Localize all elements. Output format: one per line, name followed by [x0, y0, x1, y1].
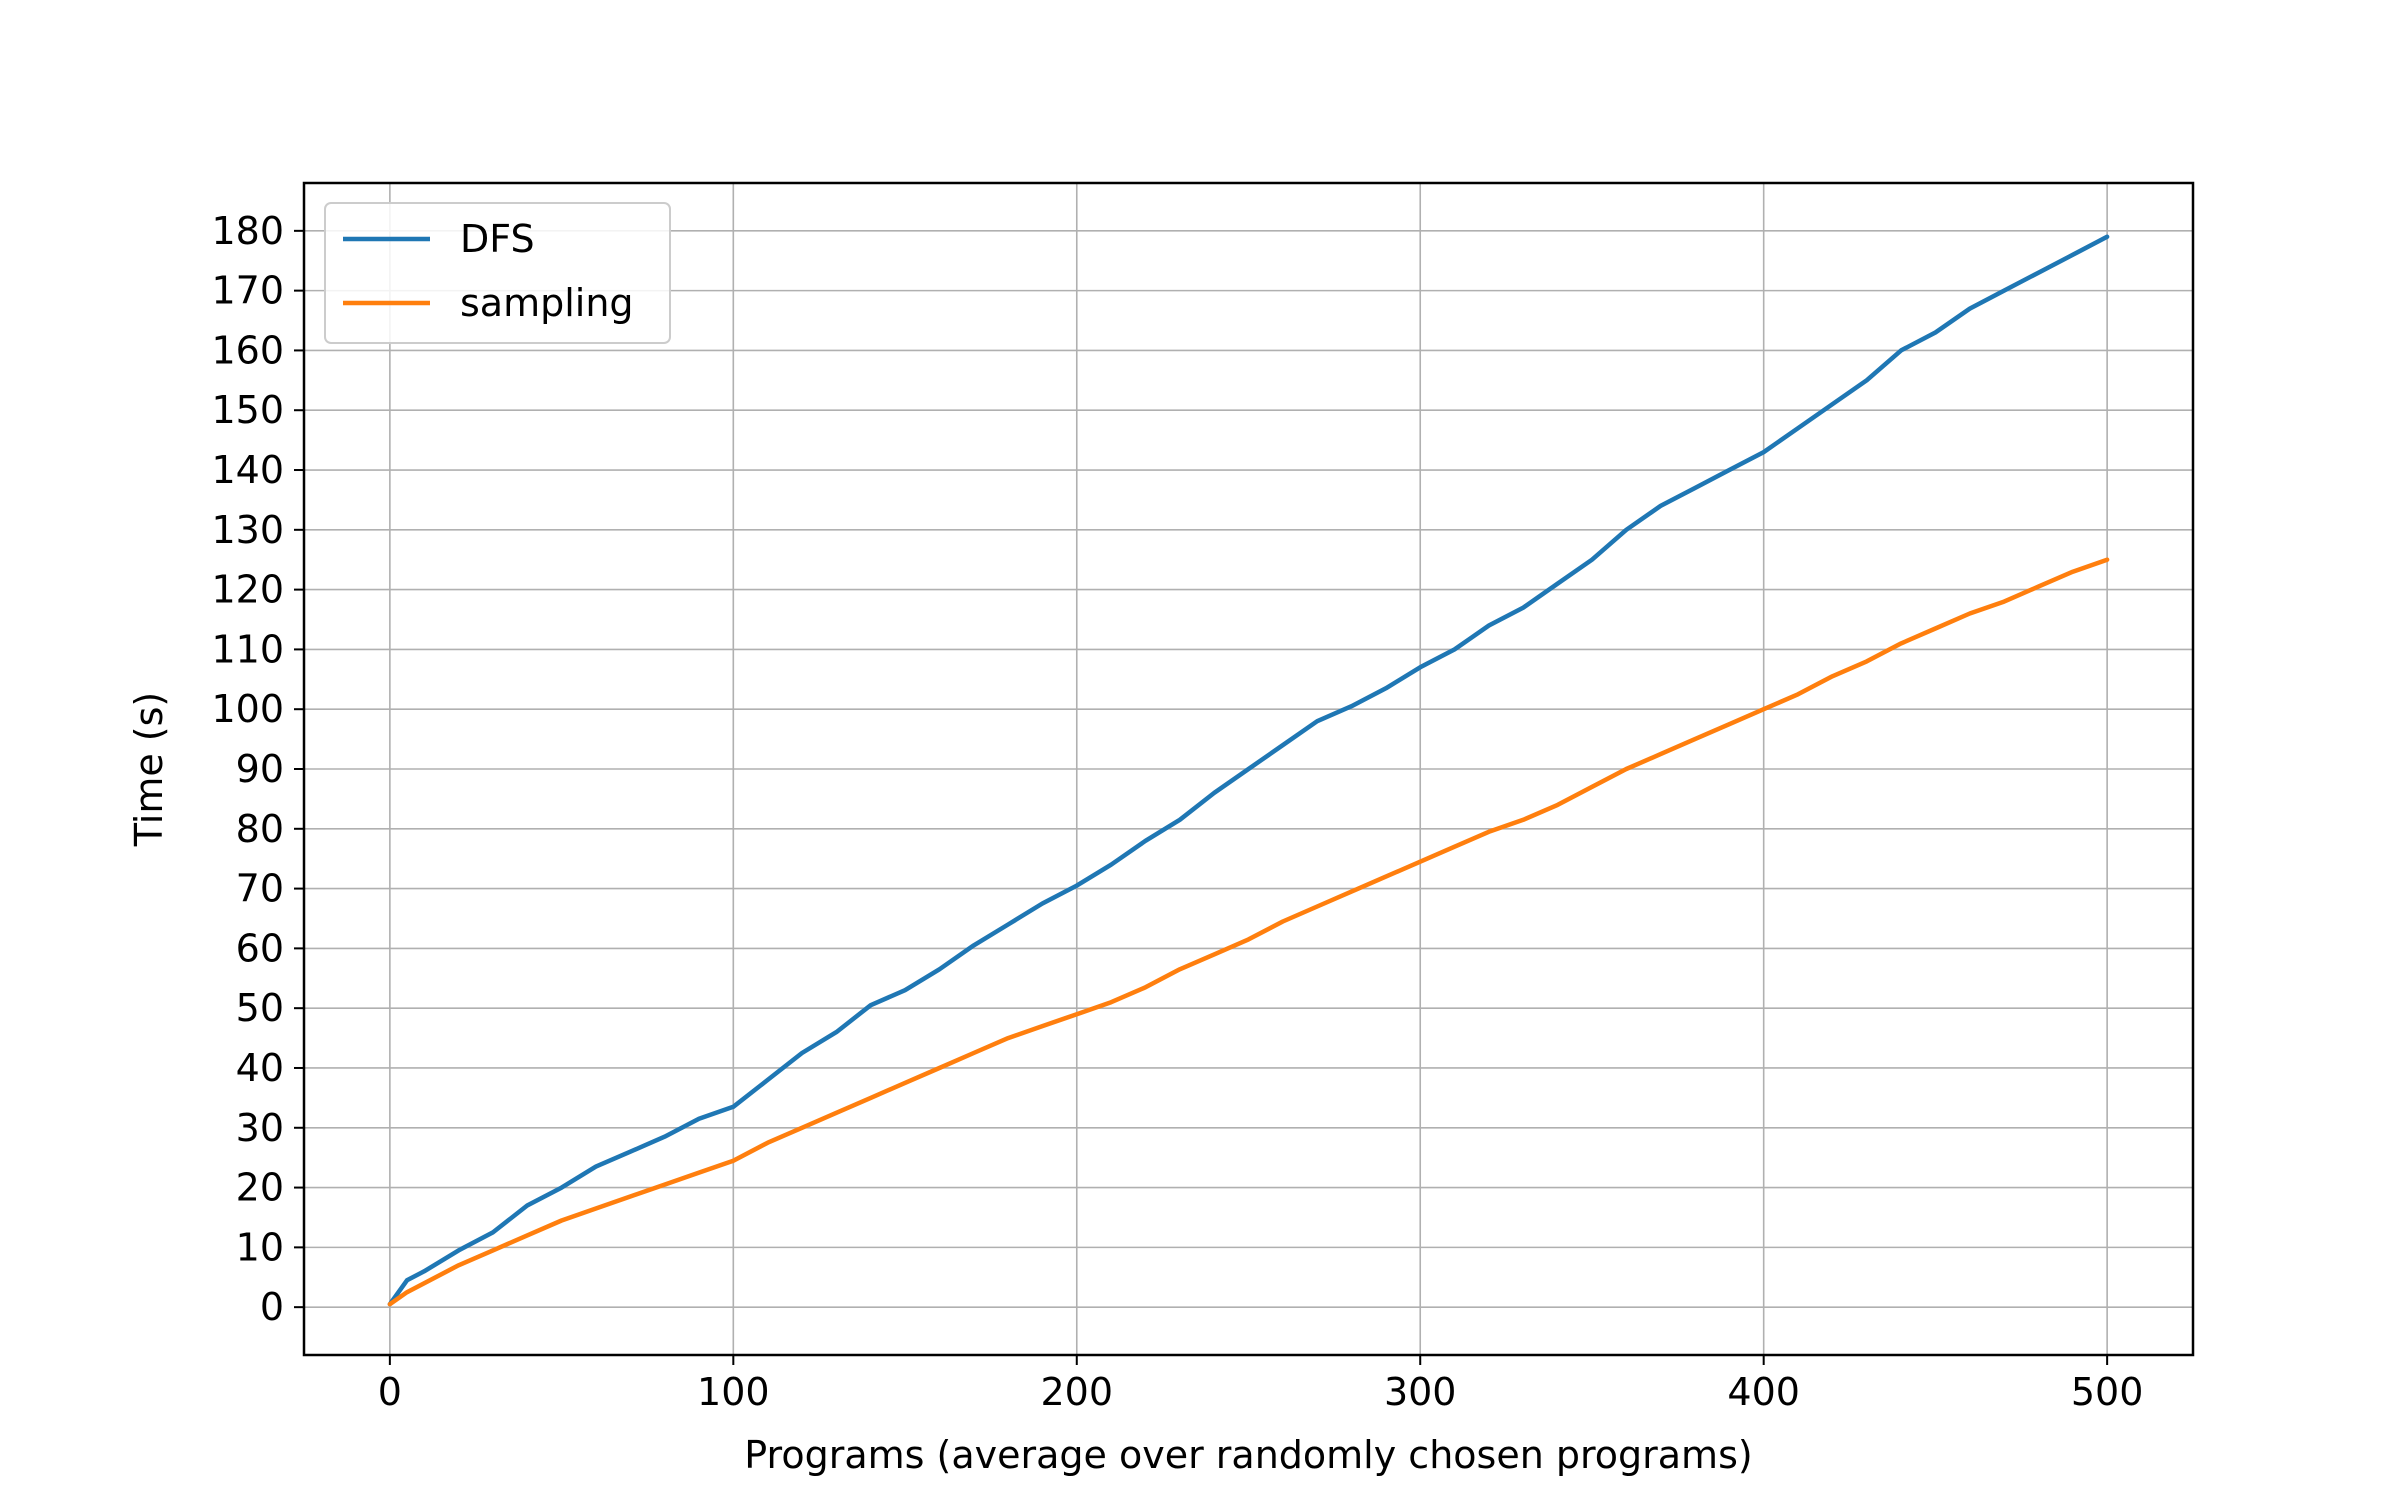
legend-label-dfs: DFS: [460, 217, 535, 261]
x-tick-label: 500: [2071, 1370, 2144, 1414]
y-tick-label: 70: [236, 867, 284, 911]
grid-lines: [304, 183, 2193, 1355]
x-tick-label: 300: [1384, 1370, 1457, 1414]
y-tick-label: 120: [211, 568, 284, 612]
series-line-sampling: [387, 557, 2110, 1307]
y-axis-label: Time (s): [127, 692, 171, 848]
y-tick-label: 130: [211, 508, 284, 552]
y-tick-label: 60: [236, 926, 284, 970]
x-tick-label: 0: [378, 1370, 402, 1414]
y-axis-ticks: 0 10 20 30 40 50 60 70 80 90 100 110 120 130 140 150 160…: [211, 209, 304, 1329]
x-tick-label: 400: [1727, 1370, 1800, 1414]
x-tick-label: 200: [1041, 1370, 1114, 1414]
x-axis-ticks: 0 100 200 300 400 500: [378, 1355, 2144, 1414]
y-tick-label: 180: [211, 209, 284, 253]
series-line-dfs: [387, 234, 2110, 1307]
x-tick-label: 100: [697, 1370, 770, 1414]
y-tick-label: 90: [236, 747, 284, 791]
legend: DFS sampling: [324, 202, 671, 344]
legend-label-sampling: sampling: [460, 281, 634, 325]
y-tick-label: 50: [236, 986, 284, 1030]
y-tick-label: 30: [236, 1106, 284, 1150]
y-tick-label: 80: [236, 807, 284, 851]
y-tick-label: 20: [236, 1166, 284, 1210]
y-tick-label: 100: [211, 687, 284, 731]
series-layer: [387, 234, 2110, 1307]
y-tick-label: 40: [236, 1046, 284, 1090]
y-tick-label: 0: [260, 1285, 284, 1329]
x-axis-label: Programs (average over randomly chosen p…: [744, 1433, 1752, 1477]
y-tick-label: 110: [211, 627, 284, 671]
y-tick-label: 170: [211, 269, 284, 313]
y-tick-label: 140: [211, 448, 284, 492]
y-tick-label: 150: [211, 388, 284, 432]
y-tick-label: 10: [236, 1225, 284, 1269]
y-tick-label: 160: [211, 328, 284, 372]
